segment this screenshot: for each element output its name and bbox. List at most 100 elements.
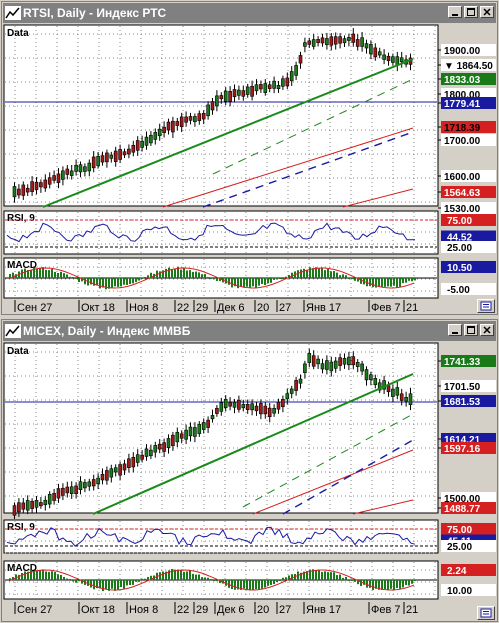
- candle-body: [105, 470, 109, 481]
- macd-axis-label: 10.50: [447, 263, 472, 274]
- chart-properties-button[interactable]: [477, 606, 495, 620]
- minimize-icon: [452, 332, 458, 334]
- candle-body: [237, 89, 241, 96]
- maximize-button[interactable]: [464, 6, 478, 18]
- macd-bar: [309, 569, 311, 580]
- candle-body: [175, 431, 180, 443]
- candle-body: [254, 405, 259, 412]
- macd-bar: [72, 580, 74, 582]
- x-axis-label: Дек 6: [217, 604, 245, 616]
- macd-bar: [261, 278, 263, 285]
- macd-bar: [9, 274, 11, 278]
- macd-bar: [315, 570, 317, 580]
- macd-bar: [300, 572, 302, 580]
- macd-axis-label: -5.00: [447, 285, 470, 296]
- macd-bar: [369, 278, 371, 287]
- macd-axis-label: 2.24: [447, 566, 467, 577]
- candle-body: [193, 427, 197, 437]
- macd-bar: [360, 278, 362, 284]
- candle-body: [162, 442, 166, 452]
- window-titlebar[interactable]: MICEX, Daily - Индекс ММВБ: [3, 321, 496, 341]
- macd-bar: [198, 574, 200, 580]
- price-label-bg: [441, 97, 496, 109]
- macd-bar: [129, 278, 131, 285]
- macd-bar: [360, 580, 362, 587]
- window-titlebar[interactable]: RTSI, Daily - Индекс РТС: [3, 3, 496, 23]
- micex-chart-canvas[interactable]: Data RSI, 9 MACD 1741.33 1701.50 1681.53 1614.…: [3, 342, 498, 623]
- maximize-button[interactable]: [464, 324, 478, 336]
- macd-bar: [306, 269, 308, 278]
- macd-bar: [207, 577, 209, 580]
- close-button[interactable]: [480, 6, 494, 18]
- candle-body: [131, 144, 136, 153]
- macd-bar: [267, 580, 269, 586]
- macd-bar: [102, 278, 104, 288]
- macd-bar: [123, 580, 125, 589]
- candle-body: [122, 151, 127, 156]
- macd-bar: [180, 269, 182, 278]
- rtsi-chart-window[interactable]: RTSI, Daily - Индекс РТС Data RSI, 9 MACD 1…: [1, 1, 498, 315]
- macd-bar: [279, 580, 281, 581]
- rtsi-chart-canvas[interactable]: Data RSI, 9 MACD 1900.00 ▼ 1864.50 1833.03 180…: [3, 24, 498, 316]
- x-axis-label: 22: [177, 302, 189, 314]
- price-axis-label: 1597.16: [444, 444, 481, 455]
- macd-bar: [291, 272, 293, 278]
- macd-bar: [9, 578, 11, 580]
- macd-bar: [33, 571, 35, 580]
- candle-body: [347, 356, 351, 366]
- rsi-axis-label: 25.00: [447, 542, 472, 553]
- macd-bar: [324, 270, 326, 278]
- candle-body: [118, 149, 122, 160]
- macd-bar: [264, 278, 266, 286]
- macd-bar: [225, 580, 227, 586]
- minimize-button[interactable]: [448, 6, 462, 18]
- micex-chart-window[interactable]: MICEX, Daily - Индекс ММВБ Data RSI, 9 MAC…: [1, 319, 498, 622]
- macd-bar: [78, 278, 80, 283]
- rsi-axis-label-bg: [441, 230, 496, 243]
- close-icon: [483, 8, 491, 16]
- minimize-button[interactable]: [448, 324, 462, 336]
- macd-bar: [84, 278, 86, 285]
- close-button[interactable]: [480, 324, 494, 336]
- candle-body: [122, 463, 127, 471]
- chart-properties-button[interactable]: [477, 299, 495, 313]
- candle-body: [355, 39, 360, 47]
- macd-bar: [66, 274, 68, 278]
- macd-bar: [162, 571, 164, 580]
- candle-body: [87, 162, 92, 172]
- macd-bar: [303, 268, 305, 278]
- panel-label: Data: [7, 346, 29, 357]
- macd-bar: [141, 278, 143, 279]
- macd-bar: [270, 580, 272, 585]
- macd-bar: [327, 268, 329, 278]
- macd-bar: [111, 278, 113, 289]
- price-axis-label: ▼ 1864.50: [444, 61, 493, 72]
- macd-bar: [279, 278, 281, 279]
- candle-body: [210, 415, 215, 420]
- macd-bar: [141, 578, 143, 580]
- candle-body: [360, 37, 364, 47]
- macd-bar: [396, 278, 398, 288]
- candle-body: [263, 405, 268, 415]
- macd-bar: [195, 574, 197, 580]
- macd-bar: [63, 576, 65, 580]
- macd-bar: [87, 580, 89, 586]
- price-label-bg: [441, 355, 496, 367]
- candle-body: [329, 36, 334, 46]
- candle-body: [113, 150, 118, 162]
- price-axis-label: 1779.41: [444, 99, 481, 110]
- ma-red-long: [352, 499, 414, 515]
- candle-body: [25, 500, 30, 511]
- macd-bar: [381, 580, 383, 590]
- macd-bar: [237, 278, 239, 289]
- candle-body: [391, 388, 395, 397]
- candle-body: [39, 182, 43, 188]
- price-label-bg: [441, 134, 496, 146]
- candle-body: [184, 429, 188, 440]
- macd-bar: [48, 270, 50, 278]
- candle-body: [386, 385, 391, 393]
- macd-bar: [246, 278, 248, 287]
- macd-axis-label-bg: [441, 584, 496, 596]
- macd-bar: [54, 271, 56, 278]
- macd-bar: [372, 278, 374, 288]
